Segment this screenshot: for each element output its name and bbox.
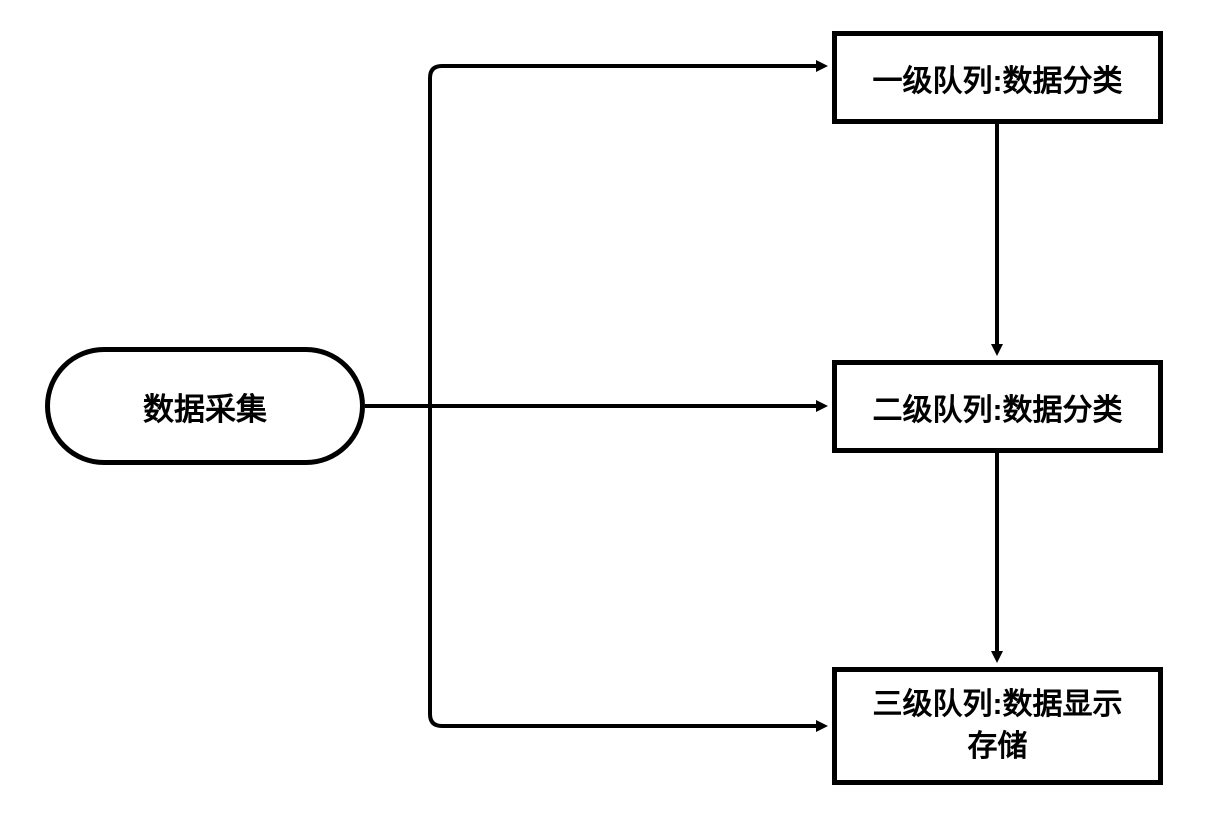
node-queue-1: 一级队列:数据分类 [832, 31, 1163, 124]
node-queue-2-label: 二级队列:数据分类 [873, 385, 1123, 429]
node-queue-2: 二级队列:数据分类 [832, 360, 1163, 453]
node-queue-3-label-line1: 三级队列:数据显示 [873, 684, 1123, 726]
node-queue-1-label: 一级队列:数据分类 [873, 56, 1123, 100]
node-source: 数据采集 [45, 347, 365, 465]
edge-src-to-q3 [365, 406, 818, 726]
flowchart-diagram: 数据采集 一级队列:数据分类 二级队列:数据分类 三级队列:数据显示 存储 [0, 0, 1225, 817]
node-queue-3-label-line2: 存储 [968, 726, 1028, 768]
node-source-label: 数据采集 [143, 384, 267, 429]
edge-src-to-q1 [365, 66, 818, 406]
node-queue-3: 三级队列:数据显示 存储 [832, 667, 1163, 785]
